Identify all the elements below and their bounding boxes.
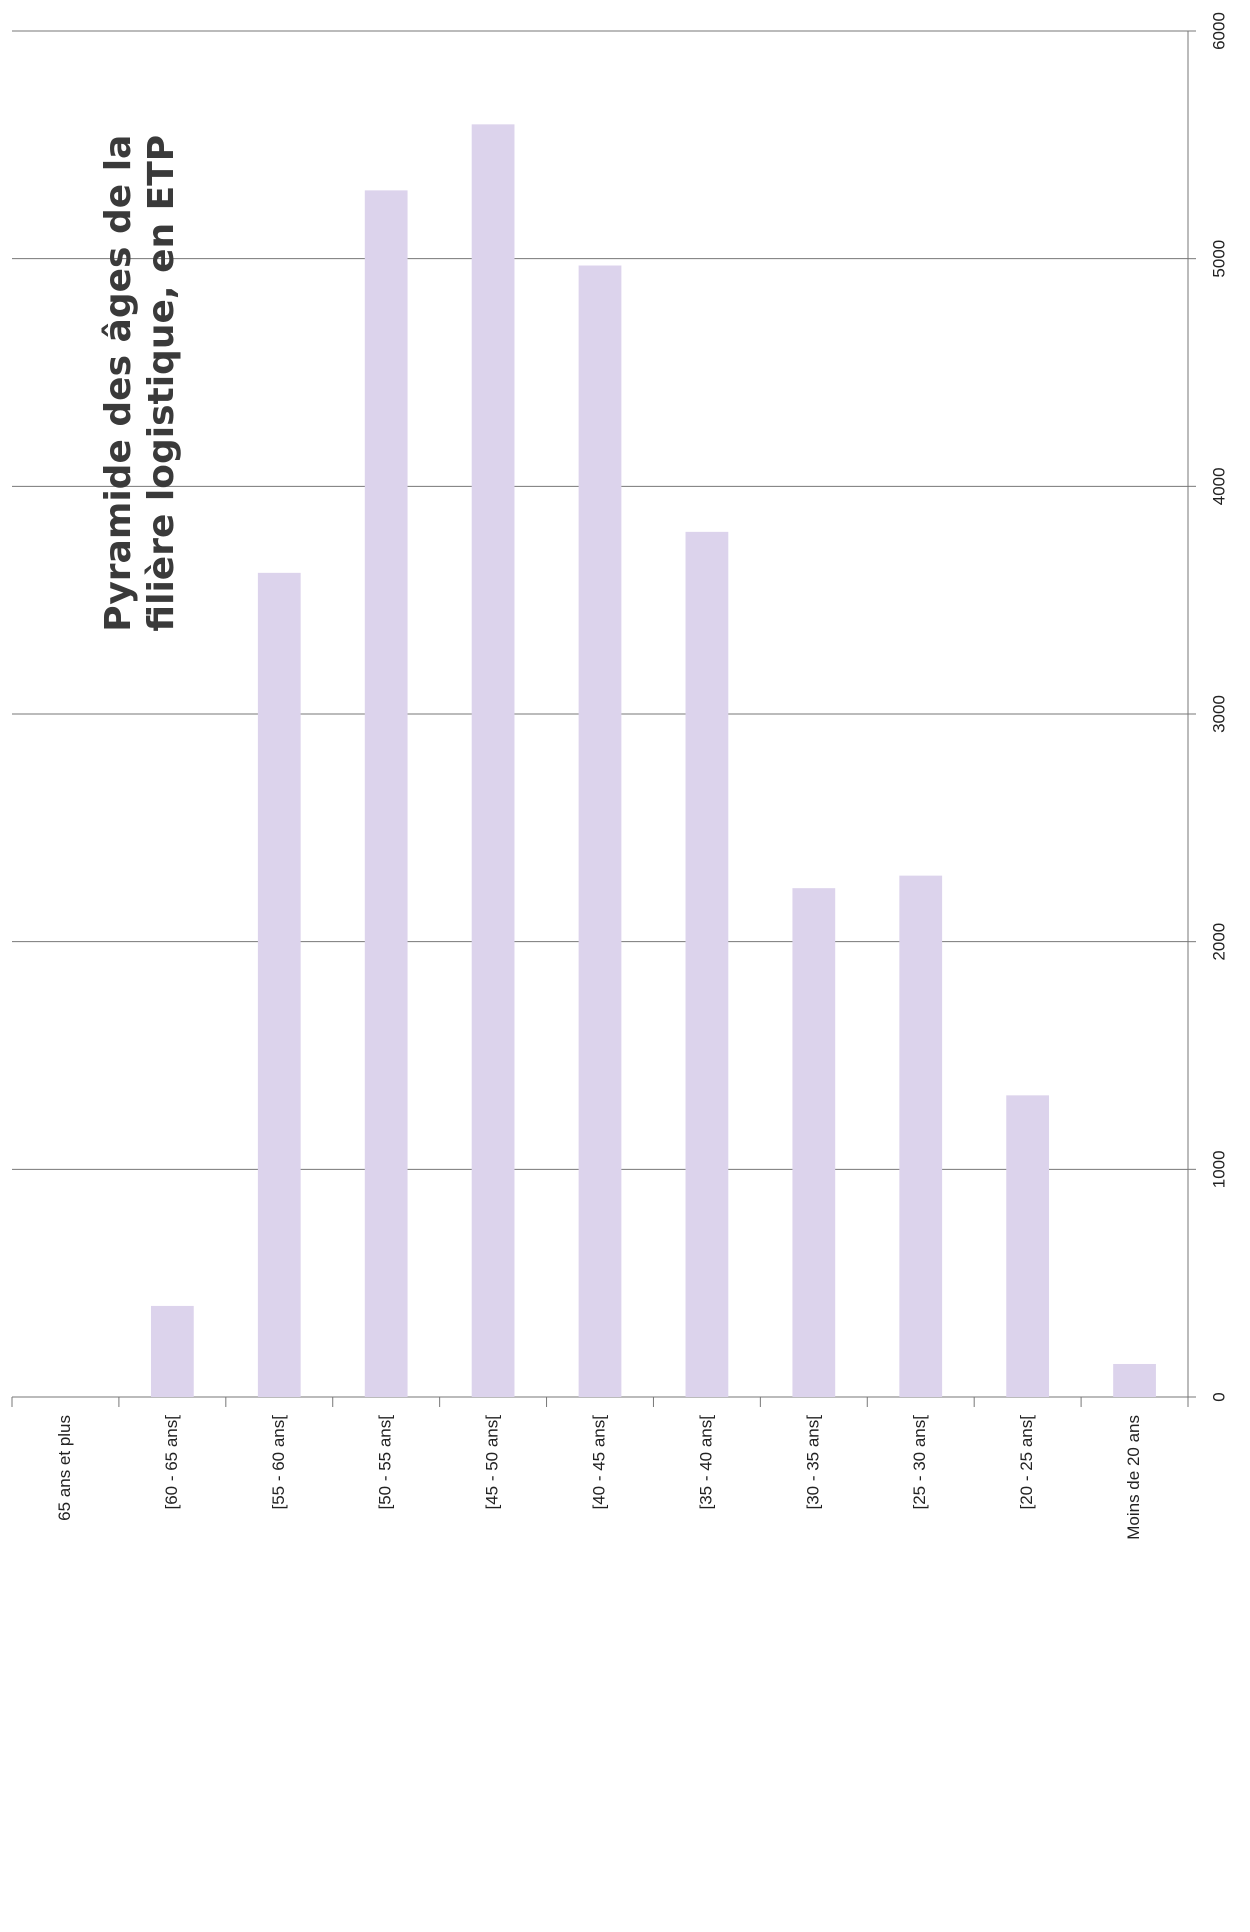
x-tick-label: [40 - 45 ans[ <box>589 1415 608 1510</box>
x-tick-label: [30 - 35 ans[ <box>803 1415 822 1510</box>
x-tick-label: [45 - 50 ans[ <box>483 1415 502 1510</box>
x-tick-label: Moins de 20 ans <box>1124 1415 1143 1540</box>
y-tick-label: 1000 <box>1209 1150 1228 1188</box>
x-tick-label: [25 - 30 ans[ <box>910 1415 929 1510</box>
bar <box>578 265 622 1397</box>
x-tick-label: [50 - 55 ans[ <box>376 1415 395 1510</box>
bar <box>471 124 515 1397</box>
bar <box>792 888 836 1397</box>
chart-title: Pyramide des âges de la filière logistiq… <box>97 134 182 632</box>
x-tick-label: [60 - 65 ans[ <box>162 1415 181 1510</box>
bar <box>685 531 729 1397</box>
y-tick-label: 2000 <box>1209 923 1228 961</box>
x-tick-label: [55 - 60 ans[ <box>269 1415 288 1510</box>
bar <box>1113 1363 1156 1397</box>
y-tick-label: 6000 <box>1209 12 1228 50</box>
x-tick-label: [20 - 25 ans[ <box>1017 1415 1036 1510</box>
y-tick-label: 3000 <box>1209 695 1228 733</box>
y-tick-label: 0 <box>1209 1392 1228 1401</box>
y-tick-label: 5000 <box>1209 240 1228 278</box>
bar <box>257 572 301 1397</box>
bar <box>364 190 408 1397</box>
y-tick-label: 4000 <box>1209 467 1228 505</box>
bar <box>899 875 943 1397</box>
bar <box>1006 1095 1050 1397</box>
bar <box>150 1305 194 1397</box>
x-tick-label: 65 ans et plus <box>55 1415 74 1521</box>
x-tick-label: [35 - 40 ans[ <box>696 1415 715 1510</box>
